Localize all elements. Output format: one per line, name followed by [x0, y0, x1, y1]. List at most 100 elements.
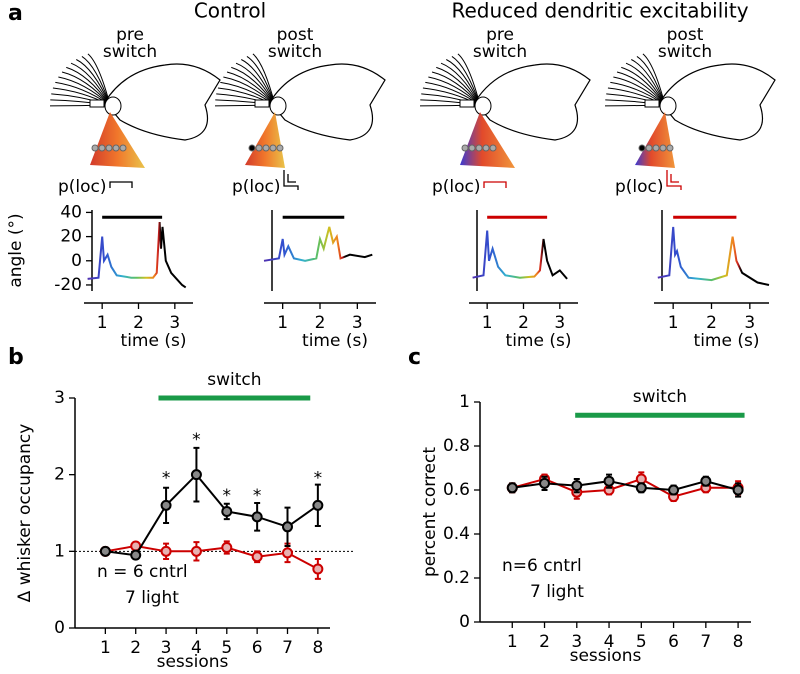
data-point: [506, 482, 518, 494]
condition-label: post: [667, 25, 704, 45]
whisker-trace: [263, 226, 373, 262]
group-title: Control: [194, 0, 266, 23]
x-tick-label: 7: [700, 632, 711, 652]
x-tick-label: 3: [554, 313, 565, 333]
pole-position: [652, 144, 660, 152]
significance-star: *: [192, 430, 201, 450]
group-title: Reduced dendritic excitability: [451, 0, 748, 23]
head-outline: [474, 63, 591, 141]
condition-label: pre: [116, 25, 144, 45]
condition-label: switch: [473, 42, 527, 62]
pole-position: [105, 144, 113, 152]
y-tick-label: 0.4: [443, 524, 470, 544]
pole-position: [638, 144, 646, 152]
significance-star: *: [223, 486, 232, 506]
x-tick-label: 2: [518, 313, 529, 333]
y-tick-label: 1: [459, 392, 470, 412]
x-tick-label: 8: [312, 638, 323, 658]
data-point: [700, 475, 712, 487]
pole-position: [248, 144, 256, 152]
x-tick-label: 1: [100, 638, 111, 658]
x-tick-label: 4: [191, 638, 202, 658]
x-axis-label: time (s): [121, 331, 187, 351]
pole-position: [112, 144, 120, 152]
data-point: [221, 505, 233, 517]
pole-position: [98, 144, 106, 152]
data-point: [99, 545, 111, 557]
data-point: [160, 499, 172, 511]
pole-position: [645, 144, 653, 152]
x-tick-label: 1: [507, 632, 518, 652]
x-tick-label: 1: [97, 313, 108, 333]
x-axis-label: sessions: [157, 652, 229, 672]
p-loc-icon: [483, 181, 507, 188]
y-tick-label: 40: [60, 202, 82, 222]
whisker-trace: [657, 226, 770, 286]
pole-position: [489, 144, 497, 152]
x-tick-label: 6: [252, 638, 263, 658]
condition-label: post: [277, 25, 314, 45]
condition-label: pre: [486, 25, 514, 45]
y-tick-label: -20: [54, 275, 82, 295]
mouse-illustration: [605, 53, 776, 168]
x-tick-label: 2: [315, 313, 326, 333]
data-point: [312, 563, 324, 575]
fixed-whisker-base: [89, 99, 105, 108]
data-point: [282, 521, 293, 533]
y-tick-label: 0.2: [443, 568, 470, 588]
p-loc-label: p(loc): [232, 177, 281, 197]
whisker-trace: [87, 222, 187, 289]
whisker-pad: [474, 96, 492, 116]
x-axis-label: sessions: [570, 646, 642, 666]
y-tick-label: 1: [54, 541, 65, 561]
x-axis-label: time (s): [694, 331, 760, 351]
switch-label: switch: [633, 387, 687, 407]
pole-position: [461, 144, 469, 152]
y-tick-label: 0.8: [443, 436, 470, 456]
mouse-illustration: [420, 53, 591, 168]
head-outline: [104, 63, 221, 141]
pole-position: [255, 144, 263, 152]
y-tick-label: 0.6: [443, 480, 470, 500]
x-tick-label: 5: [221, 638, 232, 658]
mouse-illustration: [215, 53, 386, 168]
legend-entry: 7 light: [125, 588, 179, 608]
x-tick-label: 2: [539, 632, 550, 652]
x-tick-label: 2: [706, 313, 717, 333]
data-point: [160, 545, 172, 557]
p-loc-icon: [283, 170, 299, 190]
x-tick-label: 3: [169, 313, 180, 333]
switch-label: switch: [207, 370, 261, 390]
pole-position: [482, 144, 490, 152]
whisker-pad: [104, 96, 122, 116]
data-point: [190, 545, 202, 557]
x-tick-label: 7: [282, 638, 293, 658]
y-axis-label: angle (°): [6, 213, 26, 287]
significance-star: *: [253, 486, 262, 506]
legend-entry: n = 6 cntrl: [97, 562, 188, 582]
whisker-pad: [659, 96, 677, 116]
pole-position: [475, 144, 483, 152]
data-point: [571, 480, 583, 492]
y-axis-label: Δ whisker occupancy: [15, 424, 35, 603]
x-tick-label: 3: [571, 632, 582, 652]
y-tick-label: 20: [60, 227, 82, 247]
significance-star: *: [314, 469, 323, 489]
x-tick-label: 5: [636, 632, 647, 652]
x-tick-label: 3: [352, 313, 363, 333]
data-point: [635, 482, 647, 494]
x-axis-label: time (s): [302, 331, 368, 351]
x-tick-label: 2: [133, 313, 144, 333]
fixed-whisker-base: [254, 99, 270, 108]
data-point: [190, 469, 202, 481]
head-outline: [269, 63, 386, 141]
x-tick-label: 4: [604, 632, 615, 652]
data-point: [251, 551, 263, 563]
fixed-whisker-base: [459, 99, 475, 108]
y-tick-label: 2: [54, 465, 65, 485]
x-tick-label: 1: [668, 313, 679, 333]
pole-position: [666, 144, 674, 152]
data-point: [668, 484, 680, 496]
condition-label: switch: [268, 42, 322, 62]
